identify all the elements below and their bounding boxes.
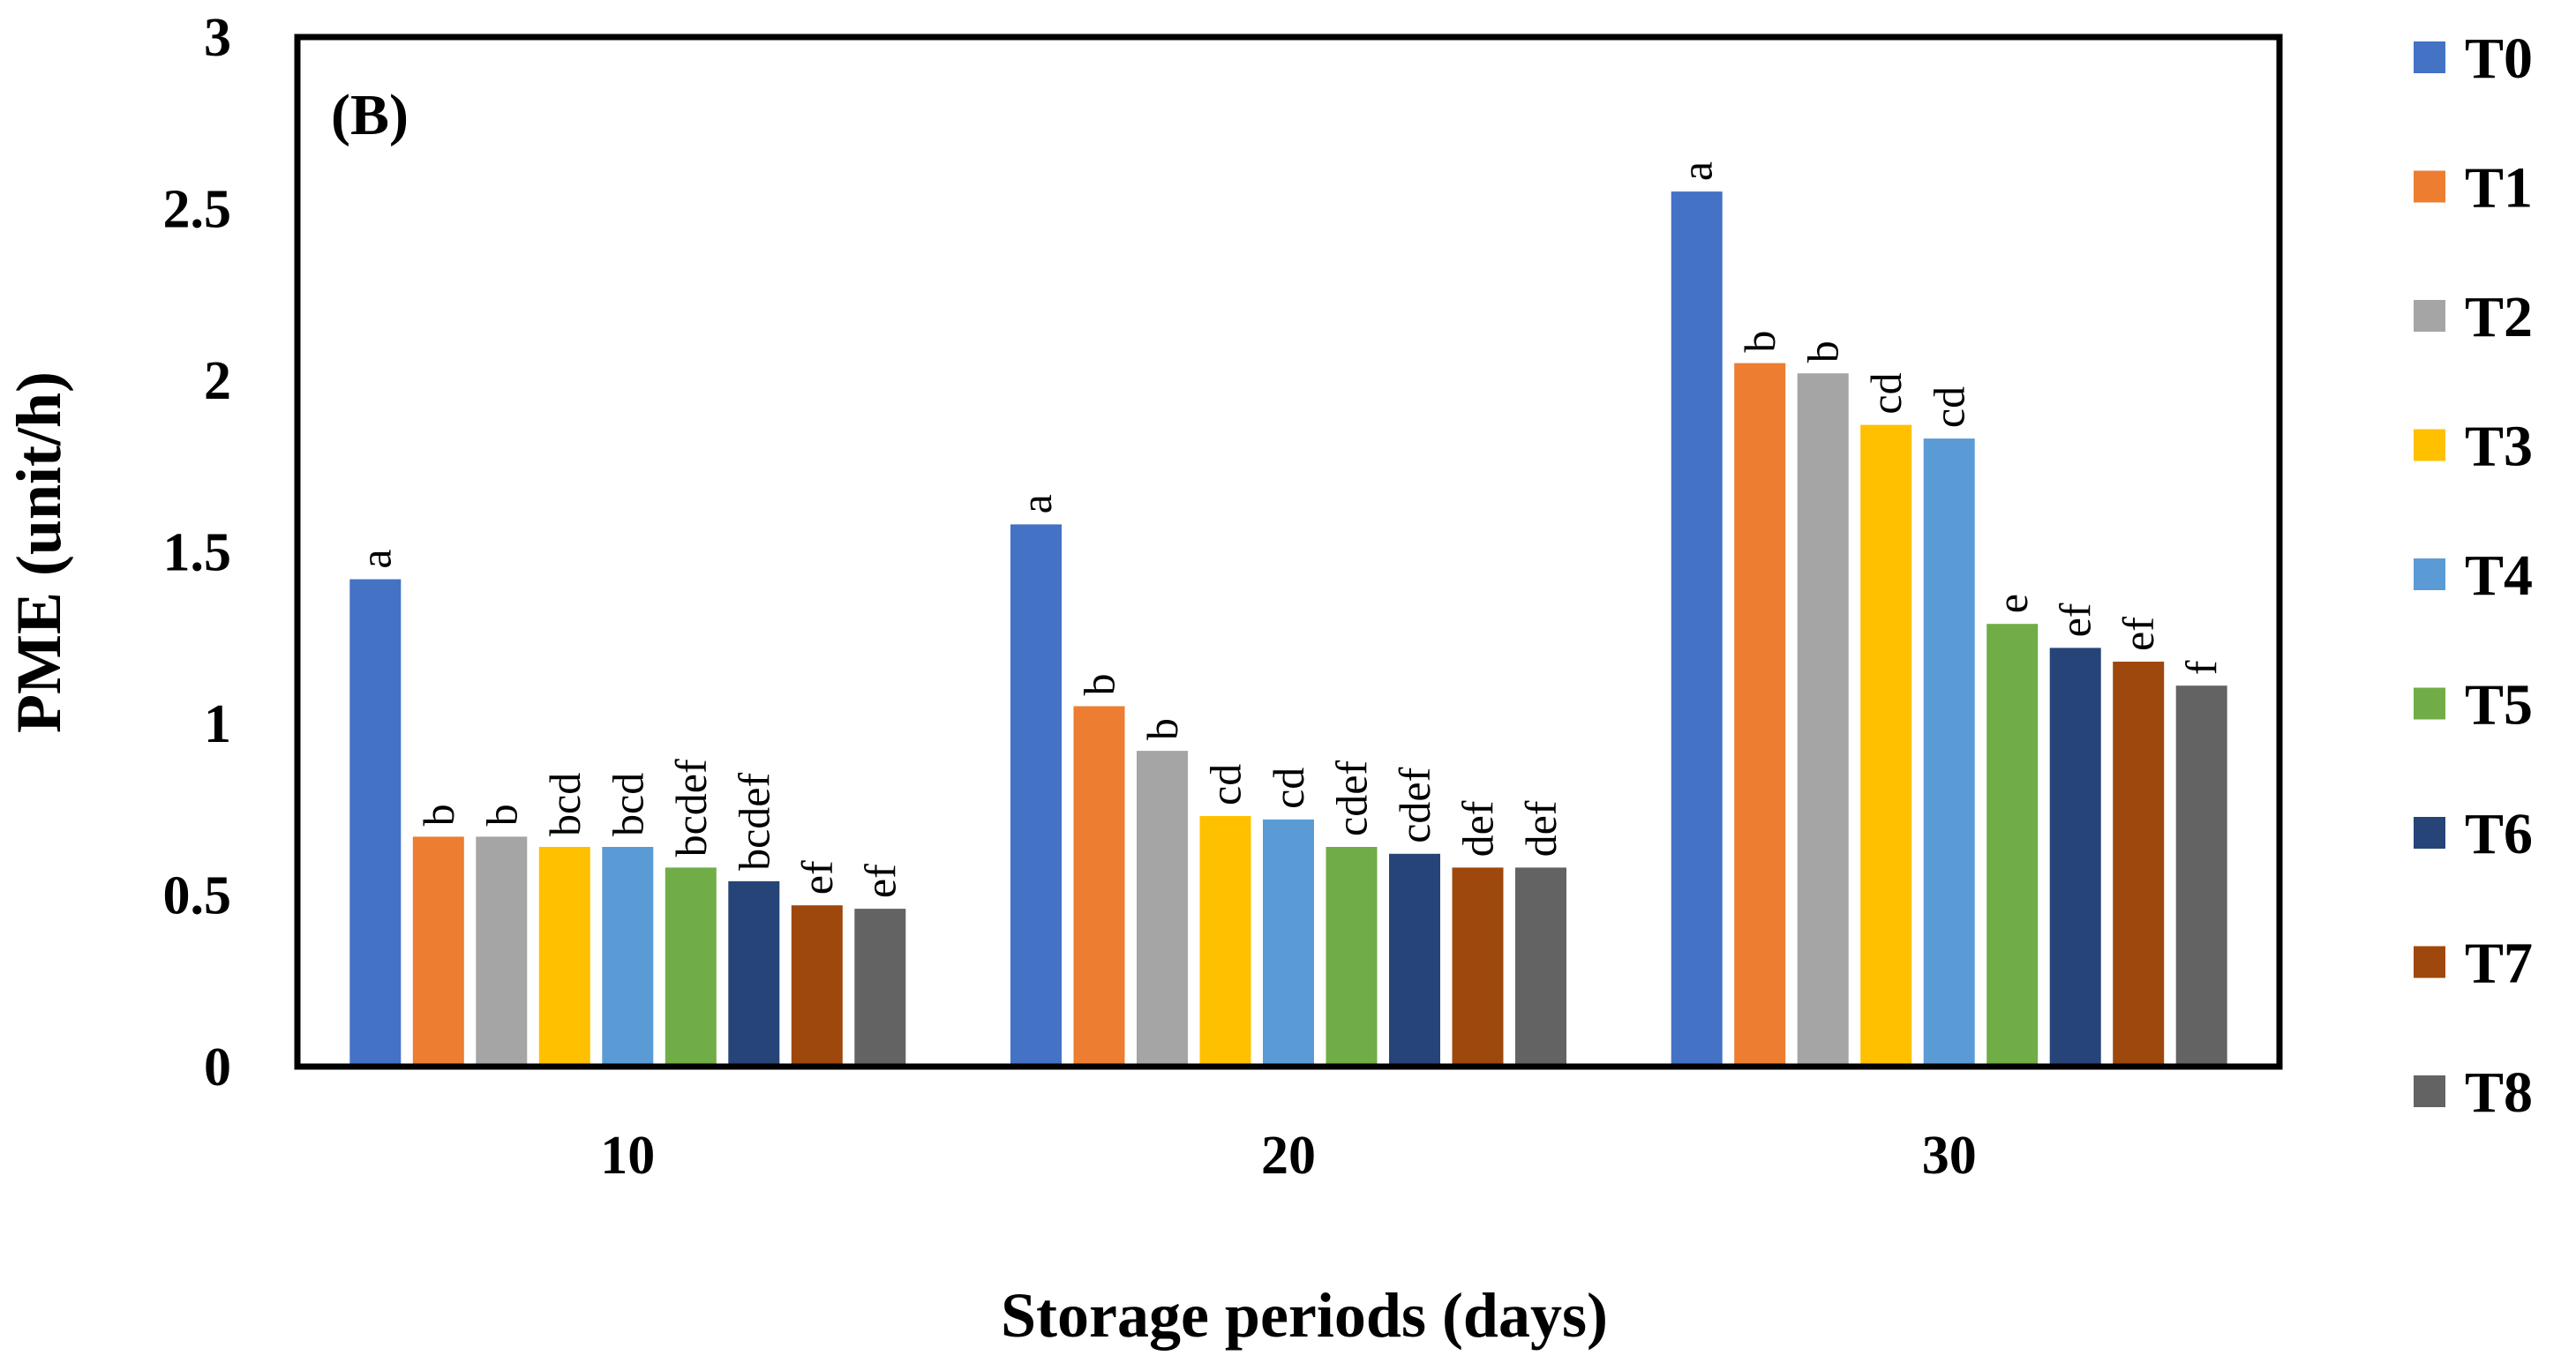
y-tick-label-1.5: 1.5 (163, 523, 232, 583)
bar-t7-day-20 (1452, 867, 1504, 1067)
letter-t3-day-10: bcd (540, 773, 590, 836)
bar-t2-day-30 (1797, 373, 1849, 1067)
letter-t4-day-10: bcd (603, 773, 652, 836)
letter-t1-day-30: b (1735, 331, 1784, 353)
bar-t1-day-10 (412, 836, 464, 1067)
letter-t5-day-20: cdef (1327, 760, 1377, 836)
letter-t1-day-20: b (1075, 674, 1124, 696)
bar-t2-day-10 (476, 836, 528, 1067)
letter-t6-day-10: bcdef (729, 773, 778, 871)
x-axis-ticks: 10 20 30 (600, 1126, 1976, 1186)
legend-swatch-t8 (2414, 1075, 2445, 1107)
bar-t3-day-20 (1199, 816, 1251, 1067)
bar-t7-day-30 (2113, 662, 2165, 1067)
y-tick-label-3: 3 (204, 8, 231, 68)
legend-label-t7: T7 (2465, 932, 2533, 996)
y-tick-label-0: 0 (204, 1037, 231, 1097)
letter-t2-day-10: b (477, 804, 526, 826)
bar-t6-day-20 (1389, 853, 1440, 1067)
legend-swatch-t3 (2414, 429, 2445, 461)
bars-layer (349, 191, 2227, 1067)
bar-t8-day-20 (1515, 867, 1566, 1067)
letter-t8-day-30: f (2177, 660, 2227, 675)
letter-t8-day-20: def (1516, 800, 1566, 857)
bar-t6-day-10 (728, 880, 780, 1067)
letter-t7-day-30: ef (2114, 617, 2163, 651)
legend-swatch-t4 (2414, 558, 2445, 590)
letter-t5-day-10: bcdef (666, 759, 716, 857)
panel-label: (B) (331, 83, 409, 147)
bar-t1-day-20 (1073, 706, 1125, 1067)
bar-t1-day-30 (1734, 363, 1786, 1067)
legend-label-t1: T1 (2465, 156, 2533, 221)
bar-t0-day-30 (1671, 191, 1723, 1067)
x-axis-title: Storage periods (days) (1001, 1280, 1608, 1351)
legend-label-t3: T3 (2465, 415, 2533, 479)
letter-t2-day-20: b (1138, 718, 1187, 740)
legend-label-t2: T2 (2465, 285, 2533, 349)
bar-t0-day-10 (349, 579, 402, 1067)
letter-t6-day-20: cdef (1390, 767, 1439, 843)
legend-swatch-t2 (2414, 300, 2445, 332)
legend: T0 T1 T2 T3 T4 T5 T6 T7 T8 (2414, 26, 2533, 1125)
bar-t2-day-20 (1137, 751, 1188, 1067)
legend-label-t5: T5 (2465, 673, 2533, 738)
legend-swatch-t6 (2414, 817, 2445, 849)
letter-t0-day-20: a (1011, 494, 1061, 513)
letter-t7-day-20: def (1453, 800, 1503, 857)
letter-t4-day-20: cd (1264, 768, 1313, 809)
bar-t4-day-20 (1263, 819, 1314, 1067)
letter-t4-day-30: cd (1925, 386, 1974, 428)
legend-swatch-t1 (2414, 170, 2445, 203)
legend-swatch-t5 (2414, 687, 2445, 720)
legend-label-t6: T6 (2465, 802, 2533, 866)
y-tick-label-1: 1 (204, 694, 231, 754)
letter-t5-day-30: e (1987, 594, 2037, 613)
legend-swatch-t0 (2414, 41, 2445, 73)
letter-t3-day-20: cd (1201, 764, 1250, 805)
plot-area-frame (294, 34, 2283, 1070)
bar-t6-day-30 (2049, 648, 2101, 1067)
bar-t0-day-20 (1010, 524, 1062, 1067)
letter-t6-day-30: ef (2051, 603, 2100, 637)
bar-t5-day-10 (665, 867, 717, 1067)
legend-swatch-t7 (2414, 946, 2445, 978)
letter-t3-day-30: cd (1861, 372, 1911, 414)
x-tick-label-20: 20 (1261, 1126, 1316, 1186)
bar-t8-day-30 (2175, 685, 2227, 1067)
x-tick-label-10: 10 (600, 1126, 655, 1186)
y-tick-label-2: 2 (204, 351, 231, 411)
legend-label-t8: T8 (2465, 1060, 2533, 1125)
bar-t4-day-30 (1923, 438, 1975, 1067)
legend-label-t4: T4 (2465, 543, 2533, 608)
y-tick-label-2.5: 2.5 (163, 180, 232, 240)
bar-t3-day-30 (1860, 424, 1912, 1067)
legend-label-t0: T0 (2465, 26, 2533, 91)
bar-t5-day-20 (1326, 847, 1378, 1067)
bar-t5-day-30 (1986, 624, 2039, 1067)
bar-t8-day-10 (854, 909, 906, 1067)
letter-t8-day-10: ef (855, 864, 905, 898)
y-tick-label-0.5: 0.5 (163, 866, 232, 926)
letter-t7-day-10: ef (792, 860, 842, 895)
x-tick-label-30: 30 (1922, 1126, 1977, 1186)
letter-t2-day-30: b (1799, 341, 1848, 363)
bar-t4-day-10 (602, 847, 654, 1067)
letter-t0-day-10: a (350, 549, 400, 568)
letter-t1-day-10: b (414, 804, 463, 826)
bar-t3-day-10 (538, 847, 590, 1067)
bar-t7-day-10 (791, 905, 843, 1067)
letter-t0-day-30: a (1672, 161, 1722, 181)
y-axis-title: PME (unit/h) (4, 371, 74, 733)
y-axis-ticks: 0 0.5 1 1.5 2 2.5 3 (163, 8, 232, 1097)
